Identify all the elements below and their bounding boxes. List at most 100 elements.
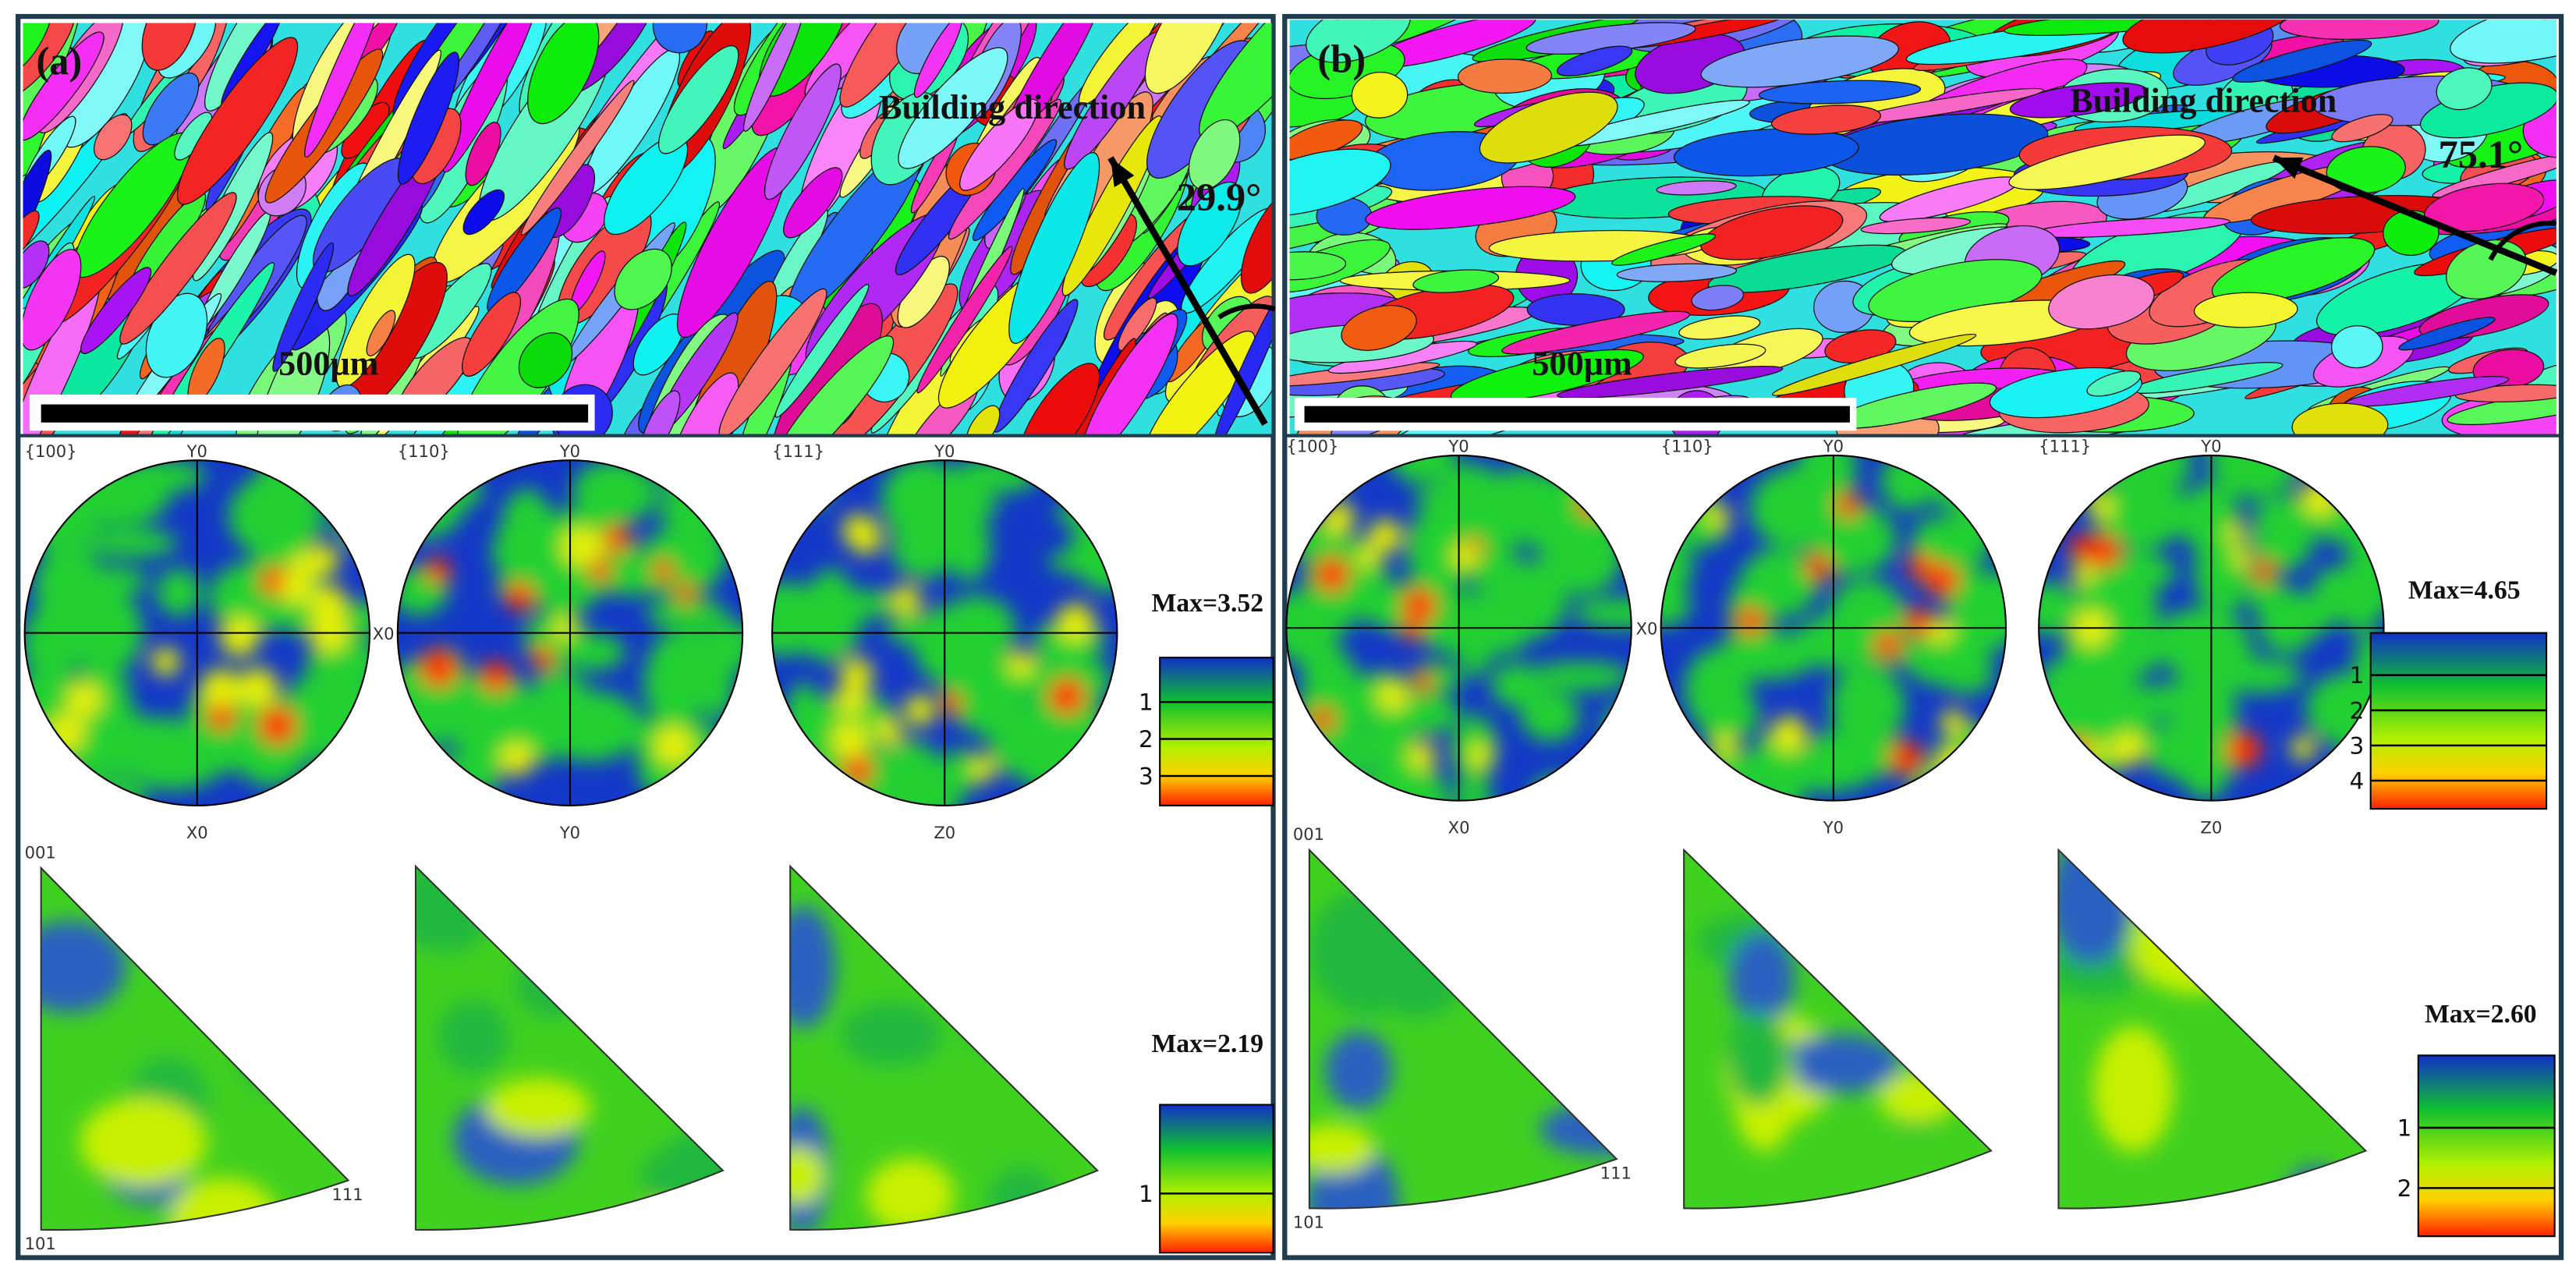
max-label: Max=4.65 — [2408, 576, 2521, 604]
density-spot — [1714, 734, 1738, 757]
grain — [652, 23, 708, 54]
grain — [1611, 233, 1717, 266]
density-spot — [904, 694, 936, 726]
density-spot — [1874, 631, 1902, 660]
density-spot — [1735, 607, 1765, 636]
grain — [272, 242, 335, 372]
grain — [462, 292, 522, 377]
colorbar-tick: 3 — [2349, 732, 2364, 759]
grain — [1080, 313, 1178, 434]
grain — [23, 31, 105, 141]
grain — [771, 335, 895, 434]
grain — [764, 63, 842, 200]
density-spot — [1412, 671, 1433, 693]
grain — [1118, 297, 1157, 351]
density-spot — [310, 585, 347, 621]
density-blob — [94, 719, 133, 769]
orientation-map — [1289, 19, 2557, 434]
pf-top-axis: Y0 — [1447, 437, 1469, 456]
density-blob — [2039, 581, 2075, 636]
ipf-blob — [1728, 932, 1795, 1024]
density-spot — [1451, 544, 1477, 569]
density-blob — [914, 606, 982, 684]
density-spot — [2110, 732, 2145, 766]
grain — [2436, 67, 2493, 111]
grain — [304, 23, 385, 158]
density-blob — [650, 630, 733, 684]
pf-top-axis: Y0 — [2200, 437, 2221, 456]
ipf-blob — [1779, 1034, 1901, 1093]
ipf-blob — [1324, 1031, 1393, 1110]
pf-bottom-axis: X0 — [186, 823, 208, 842]
grain — [640, 390, 681, 434]
colorbar-tick: 2 — [1139, 726, 1153, 753]
density-spot — [2068, 534, 2094, 561]
density-blob — [1695, 690, 1759, 739]
density-spot — [1377, 680, 1408, 711]
grain — [2008, 134, 2206, 190]
density-blob — [1527, 661, 1632, 691]
grain — [774, 284, 870, 418]
density-spot — [675, 583, 696, 604]
grain — [119, 192, 237, 345]
grain — [668, 372, 739, 434]
ipf-outline — [789, 864, 1100, 1231]
grain — [1557, 366, 1784, 399]
ipf-blob — [840, 1002, 943, 1066]
density-blob — [799, 608, 857, 662]
ipf-blob — [1727, 1012, 1790, 1105]
pf-bottom-axis: X0 — [1448, 818, 1470, 838]
density-spot — [970, 756, 996, 781]
grain — [1457, 58, 1553, 94]
grain — [2193, 292, 2298, 328]
density-spot — [2291, 735, 2316, 761]
density-blob — [1750, 467, 1846, 550]
density-blob — [1802, 728, 1904, 781]
pf-bottom-axis: Z0 — [934, 823, 955, 842]
density-spot — [1467, 743, 1493, 768]
density-spot — [238, 668, 278, 707]
density-spot — [1940, 710, 1966, 735]
density-blob — [158, 728, 257, 774]
ipf-corner: 111 — [1600, 1163, 1632, 1182]
density-spot — [480, 661, 512, 693]
density-spot — [1357, 546, 1379, 569]
orientation-map — [23, 23, 1272, 434]
arrow-head — [1110, 158, 1135, 188]
density-spot — [831, 721, 869, 758]
density-spot — [1401, 588, 1437, 623]
density-spot — [2233, 547, 2253, 569]
ipf-outline — [414, 864, 725, 1231]
grain — [462, 189, 505, 236]
grain — [1556, 45, 1633, 76]
grain — [2086, 370, 2142, 397]
density-spot — [2071, 562, 2095, 585]
grain — [1365, 186, 1576, 230]
density-blob — [1350, 726, 1416, 772]
density-blob — [2343, 589, 2378, 634]
density-spot — [1056, 603, 1095, 642]
density-blob — [572, 460, 657, 524]
grain — [23, 23, 54, 76]
pf-bottom-axis: Z0 — [2200, 818, 2222, 838]
density-blob — [651, 676, 686, 732]
grain — [916, 246, 1013, 394]
grain — [23, 240, 50, 289]
ipf-corner: 111 — [332, 1185, 363, 1204]
grain — [1700, 35, 1899, 88]
pole-figure — [1286, 455, 1632, 801]
density-blob — [2215, 659, 2303, 693]
pf-top-axis: Y0 — [1823, 437, 1844, 456]
colorbar — [1159, 1104, 1274, 1254]
density-spot — [206, 701, 236, 731]
panel-frame — [1282, 13, 2564, 1260]
density-spot — [561, 527, 601, 567]
density-spot — [505, 582, 535, 611]
ipf-blob — [484, 1078, 591, 1137]
panel-label: (b) — [1317, 37, 1366, 81]
grain — [442, 23, 540, 173]
density-blob — [1455, 774, 1492, 801]
pf-top-axis: Y0 — [559, 441, 580, 461]
angle-arc — [1217, 303, 1276, 320]
grain — [2432, 151, 2557, 198]
